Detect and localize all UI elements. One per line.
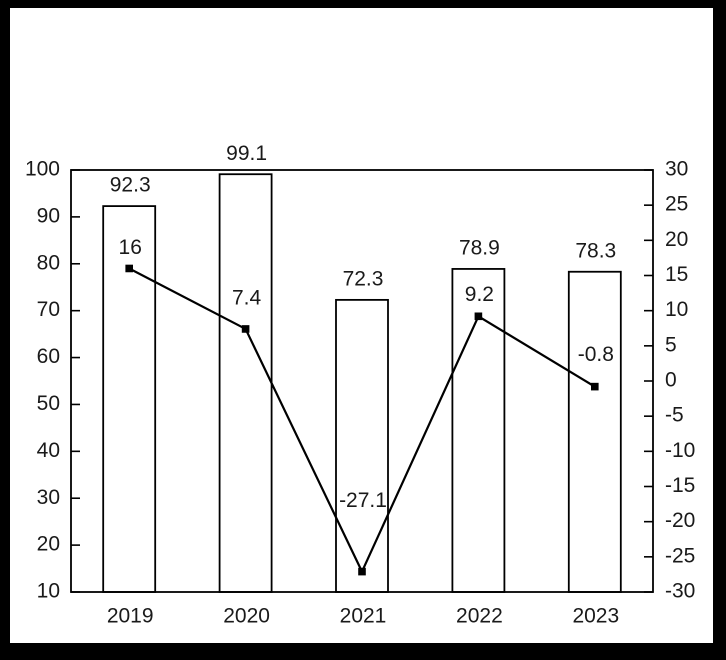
right-axis-tick-label: -25 <box>665 544 695 567</box>
category-label: 2020 <box>223 605 270 628</box>
line-marker-2019 <box>125 264 133 273</box>
left-axis-tick-label: 10 <box>37 580 60 603</box>
left-axis-tick-label: 50 <box>37 392 60 415</box>
bar-data-label: 99.1 <box>226 142 267 165</box>
category-label: 2019 <box>107 605 154 628</box>
right-axis-tick-label: -20 <box>665 509 695 532</box>
left-axis-tick-label: 90 <box>37 204 60 227</box>
bar-2021 <box>335 298 389 593</box>
bar-2019 <box>102 205 157 593</box>
right-axis-tick-label: 0 <box>665 369 677 392</box>
right-axis-tick-label: 10 <box>665 298 688 321</box>
line-data-label: 7.4 <box>232 287 262 310</box>
bar-2023 <box>567 270 622 593</box>
bar-data-label: 78.3 <box>575 239 616 262</box>
line-marker-2021 <box>358 567 366 576</box>
bar-2022 <box>451 268 506 593</box>
left-axis-tick-label: 70 <box>37 298 60 321</box>
left-axis-tick-label: 60 <box>37 345 60 368</box>
right-axis-tick-label: 25 <box>665 193 688 216</box>
left-axis-tick-label: 30 <box>37 486 60 509</box>
right-axis-tick-label: -30 <box>665 580 695 603</box>
left-axis-tick-label: 40 <box>37 439 60 462</box>
left-axis-tick-label: 80 <box>37 251 60 274</box>
line-marker-2020 <box>241 325 250 333</box>
bar-data-label: 72.3 <box>343 267 384 290</box>
bar-data-label: 92.3 <box>110 174 151 197</box>
line-data-label: -0.8 <box>578 343 614 366</box>
line-data-label: 16 <box>119 236 142 259</box>
line-data-label: -27.1 <box>339 489 387 512</box>
bar-2020 <box>218 173 273 593</box>
category-label: 2022 <box>456 605 503 628</box>
category-label: 2023 <box>572 605 619 628</box>
right-axis-tick-label: -15 <box>665 474 695 497</box>
right-axis-tick-label: 5 <box>665 333 677 356</box>
line-data-label: 9.2 <box>465 283 494 306</box>
category-label: 2021 <box>340 605 387 628</box>
bar-data-label: 78.9 <box>459 236 500 259</box>
line-marker-2023 <box>591 382 599 391</box>
right-axis-tick-label: -10 <box>665 439 695 462</box>
line-marker-2022 <box>474 312 483 321</box>
left-axis-tick-label: 20 <box>37 533 60 556</box>
right-axis-tick-label: 20 <box>665 228 688 251</box>
right-axis-tick-label: 15 <box>665 263 688 286</box>
left-axis-tick-label: 100 <box>25 158 60 181</box>
right-axis-tick-label: -5 <box>665 404 684 427</box>
right-axis-tick-label: 30 <box>665 158 688 181</box>
